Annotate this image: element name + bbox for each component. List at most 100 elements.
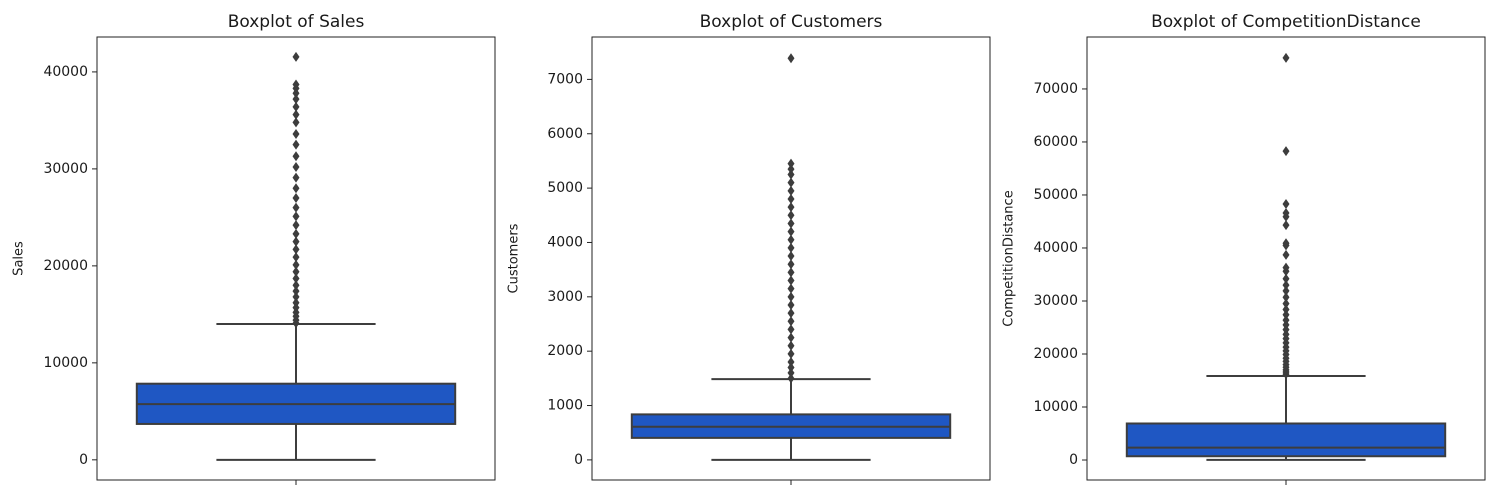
y-tick-label: 1000 <box>547 398 583 414</box>
outlier <box>787 332 795 343</box>
outlier <box>292 139 300 150</box>
outlier <box>292 117 300 128</box>
y-tick-label: 20000 <box>43 258 88 274</box>
outlier <box>787 158 795 169</box>
outlier <box>787 164 795 175</box>
outlier <box>787 299 795 310</box>
outlier <box>1282 309 1290 320</box>
outlier <box>292 192 300 203</box>
chart-title: Boxplot of CompetitionDistance <box>1151 12 1421 32</box>
y-tick-label: 50000 <box>1033 187 1078 203</box>
outlier <box>787 251 795 262</box>
y-tick-label: 0 <box>574 452 583 468</box>
outlier <box>787 193 795 204</box>
plot-frame <box>591 36 991 481</box>
outlier <box>292 51 300 62</box>
y-tick-label: 2000 <box>547 343 583 359</box>
outlier <box>1282 304 1290 315</box>
outlier <box>292 252 300 263</box>
outlier <box>1282 285 1290 296</box>
y-tick-label: 30000 <box>1033 293 1078 309</box>
outlier <box>787 267 795 278</box>
chart-title: Boxplot of Sales <box>228 12 365 32</box>
y-axis-label: Customers <box>507 223 522 293</box>
outlier <box>1282 292 1290 303</box>
outlier <box>787 185 795 196</box>
box <box>1125 422 1447 458</box>
outlier <box>787 357 795 368</box>
y-tick-label: 40000 <box>1033 240 1078 256</box>
y-tick-label: 30000 <box>43 161 88 177</box>
outlier <box>292 202 300 213</box>
outlier <box>1282 238 1290 249</box>
outlier <box>292 280 300 291</box>
outlier <box>292 101 300 112</box>
y-tick-label: 10000 <box>1033 399 1078 415</box>
outlier <box>787 242 795 253</box>
plot-frame <box>1086 36 1486 481</box>
outlier <box>1282 273 1290 284</box>
outlier <box>787 169 795 180</box>
outlier <box>292 273 300 284</box>
outlier <box>787 373 795 384</box>
outlier <box>787 53 795 64</box>
outlier <box>1282 298 1290 309</box>
y-tick-label: 4000 <box>547 234 583 250</box>
outlier <box>292 236 300 247</box>
outlier <box>1282 249 1290 260</box>
plot-frame <box>96 36 496 481</box>
outlier <box>787 210 795 221</box>
outlier <box>1282 198 1290 209</box>
outlier <box>292 291 300 302</box>
outlier <box>292 161 300 172</box>
y-tick-label: 10000 <box>43 355 88 371</box>
y-tick-label: 20000 <box>1033 346 1078 362</box>
y-tick-label: 7000 <box>547 71 583 87</box>
outlier <box>292 109 300 120</box>
y-axis-label: Sales <box>12 241 27 276</box>
outlier <box>787 234 795 245</box>
y-tick-label: 60000 <box>1033 134 1078 150</box>
outlier <box>787 348 795 359</box>
outlier <box>292 228 300 239</box>
outlier <box>292 266 300 277</box>
outlier <box>292 211 300 222</box>
outlier <box>787 367 795 378</box>
y-tick-label: 70000 <box>1033 81 1078 97</box>
outlier <box>292 79 300 90</box>
outlier <box>1282 315 1290 326</box>
outlier <box>787 283 795 294</box>
outlier <box>1282 52 1290 63</box>
outlier <box>292 286 300 297</box>
outlier <box>787 259 795 270</box>
outlier <box>787 218 795 229</box>
y-tick-label: 5000 <box>547 180 583 196</box>
outlier <box>292 220 300 231</box>
y-tick-label: 0 <box>1069 452 1078 468</box>
outlier <box>787 177 795 188</box>
outlier <box>1282 220 1290 231</box>
outlier <box>787 340 795 351</box>
outlier <box>787 291 795 302</box>
outlier <box>787 308 795 319</box>
outlier <box>292 128 300 139</box>
outlier <box>787 324 795 335</box>
outlier <box>292 172 300 183</box>
outlier <box>292 297 300 308</box>
y-tick-label: 40000 <box>43 64 88 80</box>
outlier <box>292 94 300 105</box>
outlier <box>1282 207 1290 218</box>
outlier <box>292 151 300 162</box>
outlier <box>292 259 300 270</box>
y-tick-label: 6000 <box>547 126 583 142</box>
outlier <box>787 316 795 327</box>
outlier <box>1282 280 1290 291</box>
chart-title: Boxplot of Customers <box>700 12 883 32</box>
outlier <box>787 275 795 286</box>
outlier <box>787 202 795 213</box>
outlier <box>292 183 300 194</box>
y-tick-label: 0 <box>79 452 88 468</box>
y-tick-label: 3000 <box>547 289 583 305</box>
y-axis-label: CompetitionDistance <box>1002 190 1017 326</box>
